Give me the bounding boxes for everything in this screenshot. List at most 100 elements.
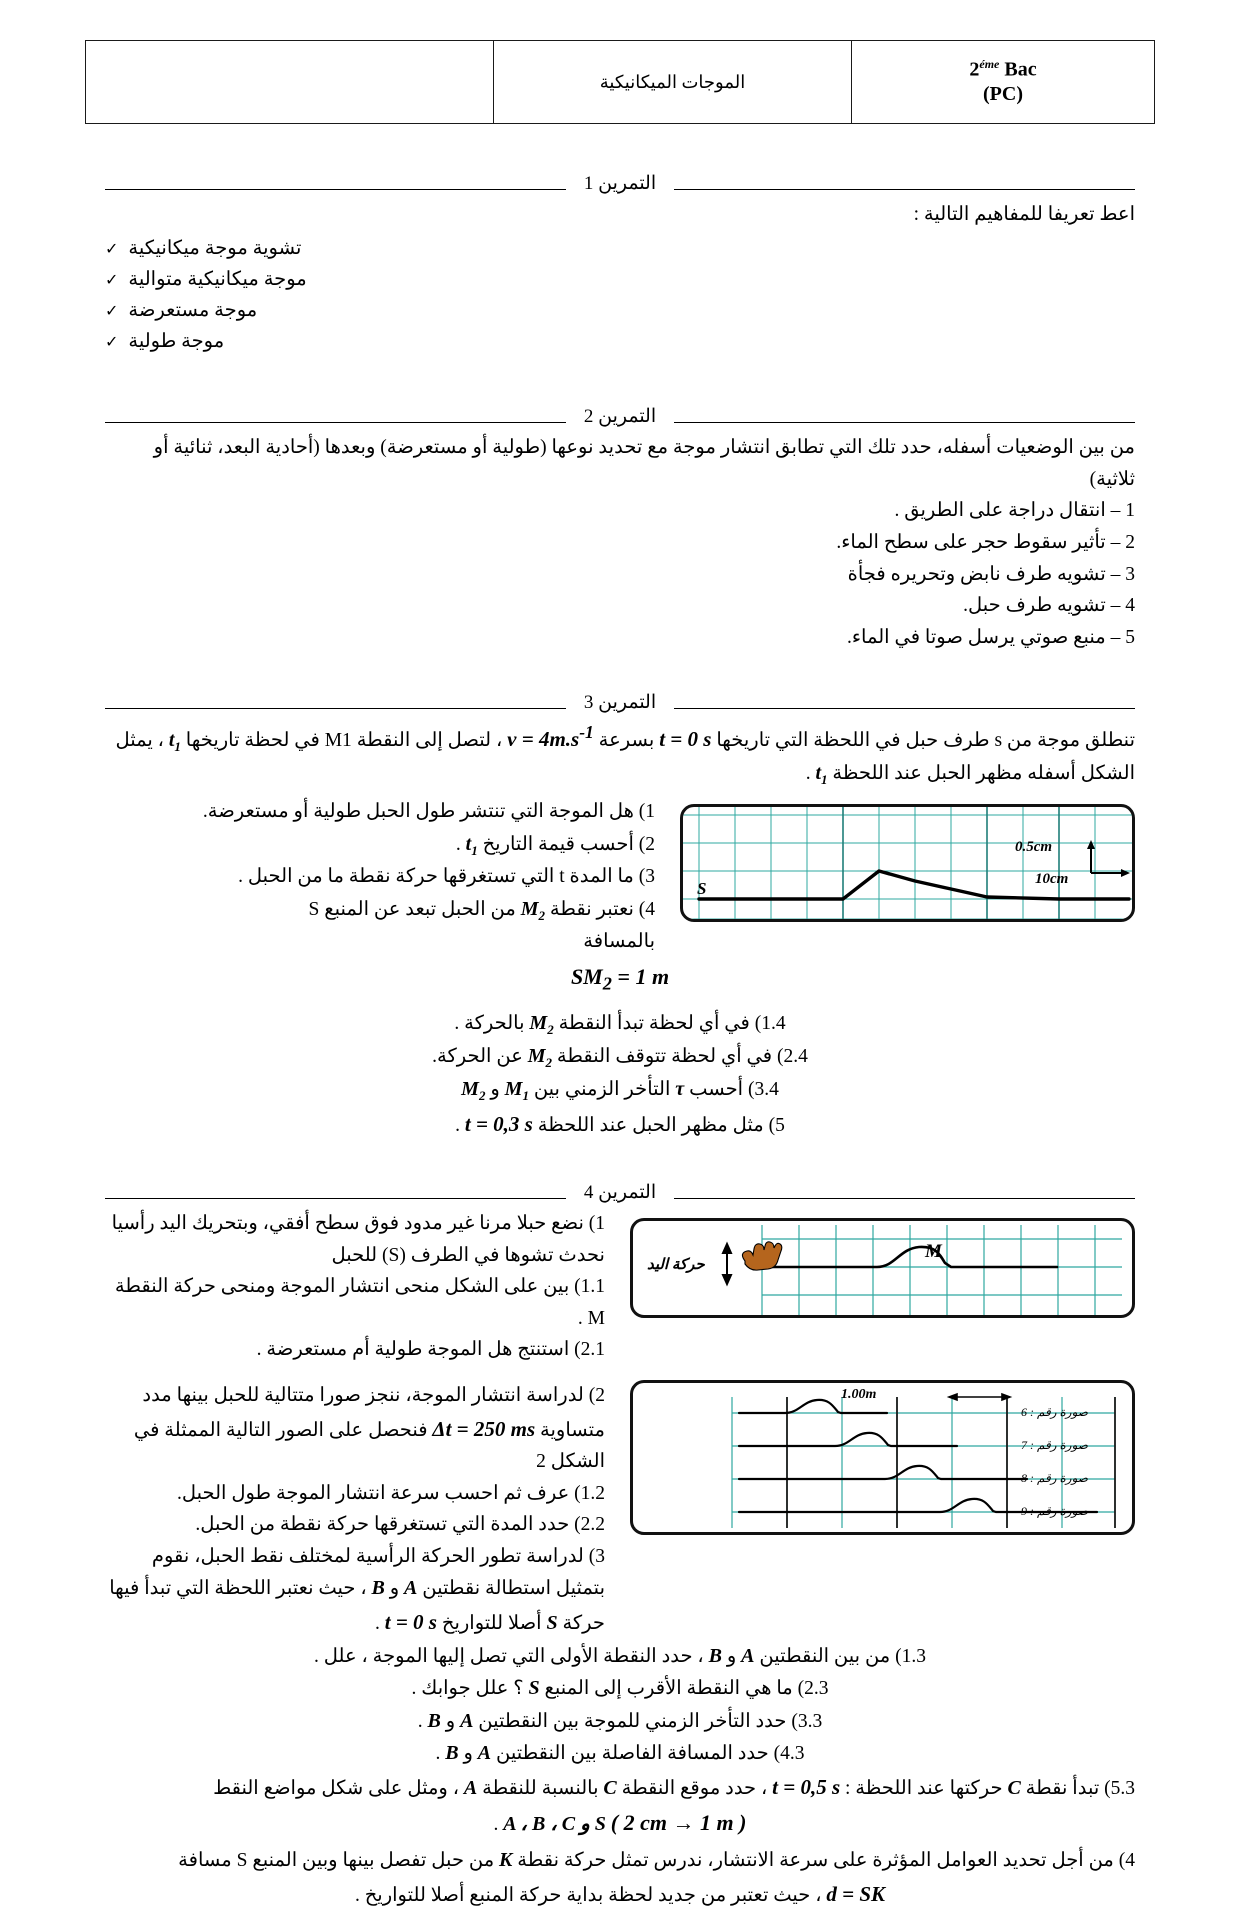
successive-snapshots-figure: 1.00m صورة رقم : 6 صورة رقم : 7 صورة رقم…: [630, 1379, 1135, 1535]
list-item-label: موجة مستعرضة: [128, 299, 258, 321]
q13-and: و: [726, 1645, 737, 1667]
t1-letter: t: [815, 762, 822, 785]
header-cell-level: 2éme Bac (PC): [851, 40, 1155, 124]
grid-major-lines: [786, 1396, 1116, 1528]
exercise-2-item: 4 – تشويه طرف حبل.: [963, 595, 1135, 617]
exercise-3-title: التمرين 3: [583, 692, 657, 714]
level-number: 2: [969, 58, 980, 81]
intro-part-b: بسرعة: [598, 730, 655, 752]
p3-text-b: ، حيث نعتبر اللحظة التي تبدأ فيها حركة: [109, 1578, 605, 1635]
exercise-4-title: التمرين 4: [583, 1182, 657, 1204]
scale-bar: [946, 1392, 1013, 1402]
check-icon: ✓: [105, 240, 119, 258]
q5-text-b: .: [455, 1114, 460, 1136]
scale-label: 1.00m: [841, 1386, 877, 1402]
p2-text-b: فنحصل على الصور التالية الممثلة في الشكل…: [133, 1419, 605, 1473]
m2-symbol: M2: [528, 1040, 552, 1073]
m1-symbol: M1: [505, 1073, 529, 1106]
t1-letter: t: [465, 833, 472, 856]
grid-lines: [761, 1225, 1122, 1316]
point-m-label: M: [925, 1241, 942, 1263]
q53-text-e: ، ومثل على شكل مواضع النقط: [213, 1777, 460, 1799]
snapshots-svg: [731, 1392, 1116, 1528]
snapshot-wave-6: [737, 1398, 889, 1415]
hand-rope-svg: [721, 1225, 1122, 1316]
m-letter: M: [527, 1045, 546, 1068]
rope-waveform: [765, 1245, 1059, 1269]
q13-text-b: ، حدد النقطة الأولى التي تصل إليها الموج…: [313, 1645, 704, 1667]
q33-text-a: 3.3) حدد التأخر الزمني للموجة بين النقطت…: [478, 1710, 823, 1732]
rule-left: [674, 422, 1135, 424]
vertical-scale-label: 0.5cm: [1015, 839, 1053, 856]
q3-text-a: 3) ما المدة: [569, 866, 655, 888]
exercise-3-intro: تنطلق موجة من s طرف حبل في اللحظة التي ت…: [105, 718, 1135, 790]
point-s-symbol: S: [546, 1612, 558, 1635]
exercise-3-questions: 1) هل الموجة التي تنتشر طول الحبل طولية …: [105, 796, 665, 957]
list-item-label: تشوية موجة ميكانيكية: [128, 237, 302, 259]
rule-right: [105, 189, 566, 190]
point-a-symbol: A: [463, 1776, 478, 1799]
m2-symbol: M2: [521, 893, 545, 926]
q3-text-b: التي تستغرقها حركة نقطة ما من الحبل .: [238, 866, 555, 888]
q4-text-b: من الحبل تبعد عن المنبع S: [308, 898, 516, 920]
point-c-symbol: C: [1007, 1776, 1021, 1799]
t-03-equation: t = 0,3 s: [464, 1111, 533, 1136]
exercise-2-item: 3 – تشويه طرف نابض وتحريره فجأة: [847, 563, 1135, 585]
q42-text-b: عن الحركة.: [432, 1046, 523, 1068]
q2-text: 2) أحسب قيمة التاريخ: [482, 834, 655, 856]
rule-right: [105, 708, 566, 710]
t1-index: 1: [821, 772, 828, 788]
p3-text-a: 3) لدراسة تطور الحركة الرأسية لمختلف نقط…: [151, 1545, 605, 1600]
level-line: 2éme Bac: [858, 57, 1148, 83]
rule-left: [674, 708, 1135, 710]
m-letter: M: [504, 1078, 523, 1101]
exercise-4-p2: 2) لدراسة انتشار الموجة، ننجز صورا متتال…: [105, 1380, 605, 1478]
m-letter: M: [529, 1012, 548, 1035]
check-icon: ✓: [105, 302, 119, 320]
hand-motion-arrow: [721, 1241, 733, 1287]
point-a-symbol: A: [741, 1644, 755, 1667]
exercise-1-separator: التمرين 1: [105, 172, 1135, 195]
points-list: A ، B ، C و S: [503, 1812, 606, 1835]
question-4-5-3-points: ( 2 cm → 1 m ) A ، B ، C و S .: [105, 1805, 1135, 1841]
list-item-label: موجة طولية: [128, 331, 225, 353]
figure-2-container: M حركة اليد: [615, 1208, 1135, 1319]
tau-symbol: τ: [675, 1078, 685, 1101]
source-point-label: S: [697, 879, 707, 899]
header-table: 2éme Bac (PC) الموجات الميكانيكية: [85, 40, 1155, 124]
question-4-2-2: 2.2) حدد المدة التي تستغرقها حركة نقطة م…: [195, 1514, 605, 1536]
intro-part-c: ، لتصل إلى النقطة M1 في لحظة تاريخها: [185, 730, 503, 752]
p4-text-c: ، حيث تعتبر من جديد لحظة بداية حركة المن…: [354, 1884, 822, 1906]
question-3-2: 2) أحسب قيمة التاريخ t1 .: [105, 828, 655, 861]
q13-text-a: 1.3) من بين النقطتين: [759, 1645, 926, 1667]
question-4-1-1: 1.1) بين على الشكل منحى انتشار الموجة وم…: [114, 1276, 605, 1329]
q53-period: .: [493, 1813, 499, 1835]
intro-part-d: ، يمثل الشكل أسفله مظهر الحبل عند اللحظة: [115, 730, 1135, 785]
q4-text-c: بالمسافة: [583, 930, 655, 952]
rope-snapshot-figure: S 0.5cm 10cm: [680, 804, 1135, 923]
t1-symbol: t1: [169, 724, 181, 757]
time-zero-equation: t = 0 s: [659, 727, 712, 752]
question-3-4-cont: بالمسافة: [105, 926, 655, 958]
intro-part-a: تنطلق موجة من s طرف حبل في اللحظة التي ت…: [716, 730, 1135, 752]
p4-text-a: 4) من أجل تحديد العوامل المؤثرة على سرعة…: [517, 1850, 1135, 1872]
q53-text-c: ، حدد موقع النقطة: [621, 1777, 768, 1799]
question-3-4-3: 3.4) أحسب τ التأخر الزمني بين M1 و M2: [105, 1073, 1135, 1106]
exercise-4-figure2-row: M حركة اليد 1) نضع حبلا مرنا غير مدود فو…: [105, 1208, 1135, 1366]
point-s-symbol: S: [528, 1677, 540, 1700]
rule-left: [674, 189, 1135, 190]
exercise-4-figure3-row: 1.00m صورة رقم : 6 صورة رقم : 7 صورة رقم…: [105, 1379, 1135, 1640]
exercise-4-part2-text: 2) لدراسة انتشار الموجة، ننجز صورا متتال…: [105, 1380, 615, 1640]
intro-part-e: .: [805, 763, 811, 785]
point-a-symbol: A: [404, 1577, 418, 1600]
m-index: 2: [478, 1088, 486, 1104]
snapshot-wave-8: [737, 1464, 1029, 1481]
exercise-1-intro: اعط تعريفا للمفاهيم التالية :: [913, 204, 1135, 225]
q43-and: و: [490, 1079, 500, 1101]
rope-snapshot-svg: [683, 807, 1132, 920]
q53-text-b: حركتها عند اللحظة :: [845, 1777, 1003, 1799]
exercise-2-separator: التمرين 2: [105, 405, 1135, 428]
q33-and: و: [445, 1710, 456, 1732]
t1-symbol-2: t1: [815, 757, 827, 790]
figure-3-container: 1.00m صورة رقم : 6 صورة رقم : 7 صورة رقم…: [615, 1379, 1135, 1535]
